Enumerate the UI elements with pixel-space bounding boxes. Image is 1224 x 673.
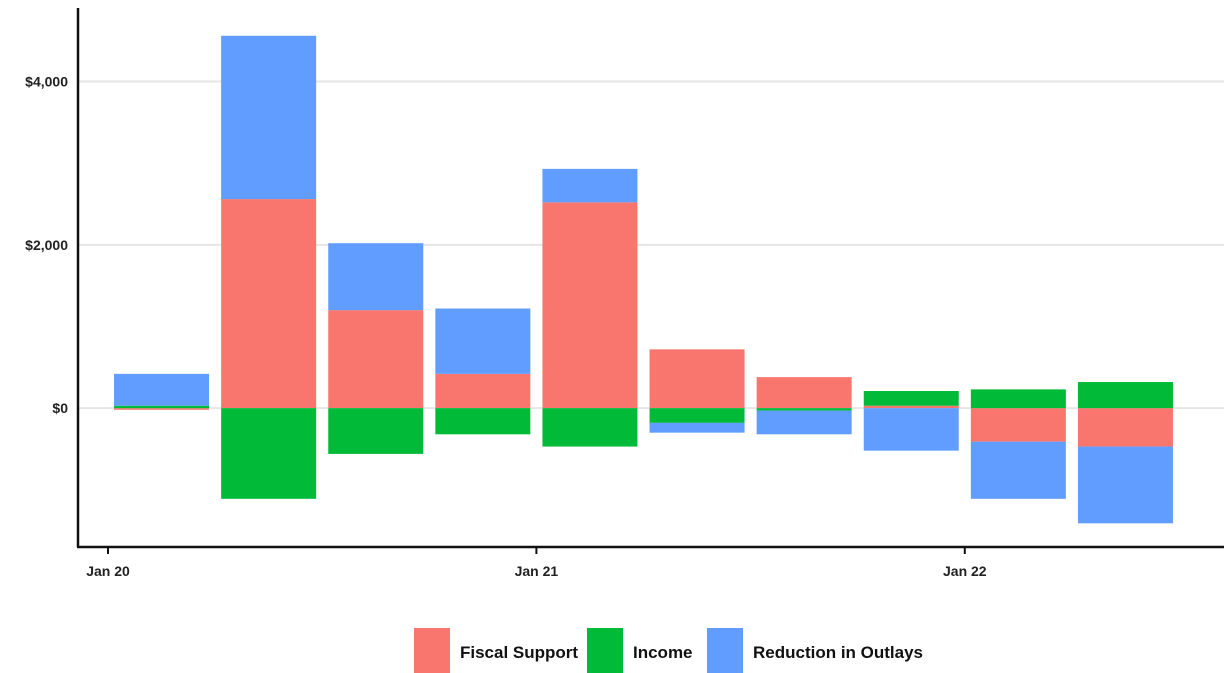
bar-segment-income (863, 391, 959, 406)
x-tick-label: Jan 21 (515, 563, 559, 579)
legend-label: Income (633, 643, 693, 662)
bar-segment-income (328, 408, 424, 454)
bar-segment-income (649, 408, 745, 423)
legend-swatch (414, 628, 450, 673)
bar-segment-reduction-in-outlays (863, 408, 959, 451)
y-tick-label: $2,000 (25, 237, 68, 253)
bar-segment-reduction-in-outlays (1077, 446, 1173, 524)
x-tick-label: Jan 20 (86, 563, 130, 579)
bar-segment-fiscal-support (1077, 408, 1173, 447)
bar-segment-income (970, 389, 1066, 409)
bar-segment-fiscal-support (542, 202, 638, 409)
bar-segment-income (221, 408, 317, 499)
bar-segment-fiscal-support (756, 377, 852, 409)
bar-segment-fiscal-support (328, 310, 424, 409)
y-tick-label: $4,000 (25, 74, 68, 90)
bars (114, 35, 1173, 524)
bar-segment-income (435, 408, 531, 435)
bar-segment-reduction-in-outlays (649, 422, 745, 433)
bar-segment-fiscal-support (221, 199, 317, 409)
bar-segment-fiscal-support (970, 408, 1066, 442)
bar-segment-fiscal-support (114, 408, 210, 410)
y-tick-label: $0 (52, 400, 68, 416)
bar-segment-income (542, 408, 638, 447)
y-tick-labels: $0 $2,000 $4,000 (25, 74, 68, 417)
legend-label: Reduction in Outlays (753, 643, 923, 662)
bar-segment-income (1077, 382, 1173, 409)
axes (76, 8, 1224, 549)
bar-segment-fiscal-support (435, 373, 531, 409)
legend-swatch (587, 628, 623, 673)
bar-segment-income (114, 405, 210, 409)
bar-segment-reduction-in-outlays (221, 35, 317, 200)
bar-segment-fiscal-support (649, 349, 745, 409)
legend: Fiscal Support Income Reduction in Outlays (414, 628, 923, 673)
bar-segment-reduction-in-outlays (328, 243, 424, 311)
legend-swatch (707, 628, 743, 673)
bar-segment-reduction-in-outlays (542, 168, 638, 203)
legend-label: Fiscal Support (460, 643, 578, 662)
bar-segment-reduction-in-outlays (756, 410, 852, 435)
bar-segment-income (756, 408, 852, 411)
bar-segment-reduction-in-outlays (435, 308, 531, 374)
x-tick-labels: Jan 20 Jan 21 Jan 22 (86, 547, 987, 579)
bar-segment-reduction-in-outlays (114, 373, 210, 406)
bar-segment-fiscal-support (863, 405, 959, 409)
x-tick-label: Jan 22 (943, 563, 987, 579)
bar-segment-reduction-in-outlays (970, 441, 1066, 499)
